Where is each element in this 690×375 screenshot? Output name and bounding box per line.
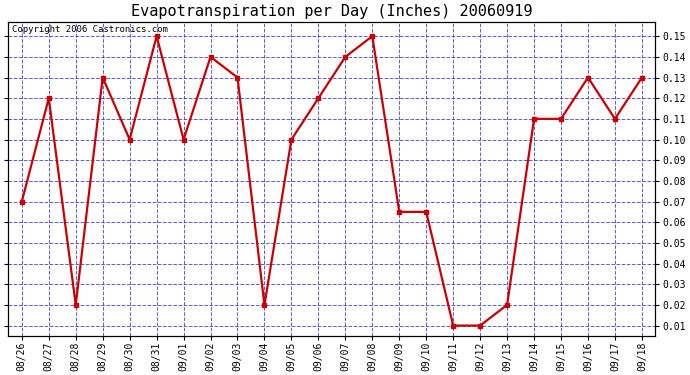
Title: Evapotranspiration per Day (Inches) 20060919: Evapotranspiration per Day (Inches) 2006…	[131, 4, 533, 19]
Text: Copyright 2006 Castronics.com: Copyright 2006 Castronics.com	[12, 25, 168, 34]
